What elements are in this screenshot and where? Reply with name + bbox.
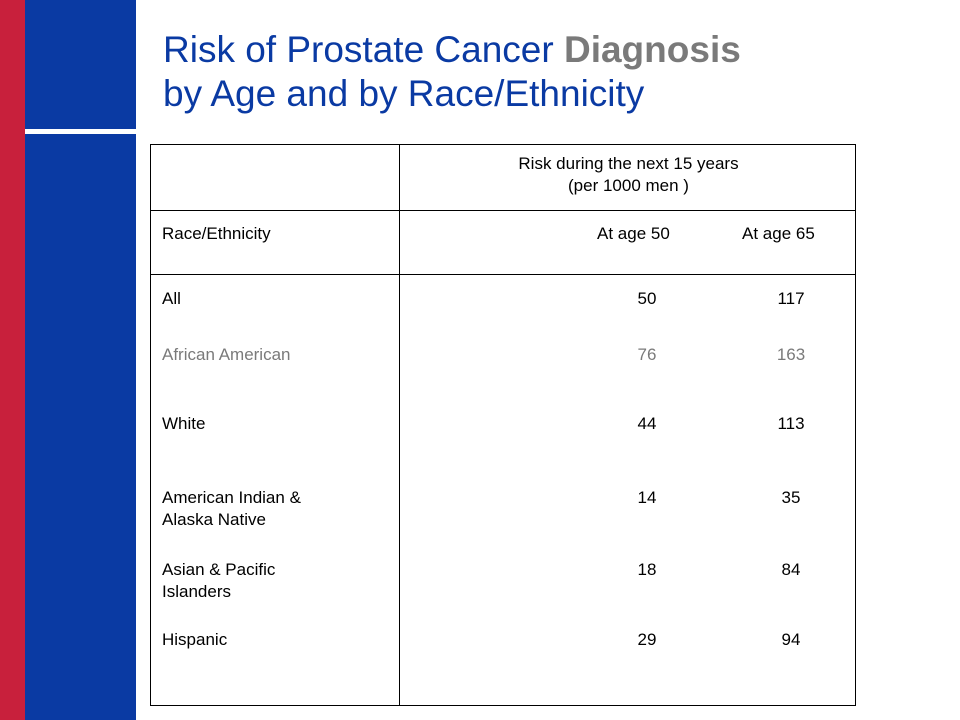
table-header-divider <box>151 210 855 211</box>
row-label-all: All <box>162 289 181 308</box>
value-african-american-age50: 76 <box>637 345 657 364</box>
value-american-indian-age65: 35 <box>781 488 801 507</box>
column-header-age65: At age 65 <box>742 224 815 243</box>
column-header-race: Race/Ethnicity <box>162 224 271 243</box>
red-side-bar <box>0 0 25 720</box>
row-label-asian-pacific-line2: Islanders <box>162 582 231 601</box>
row-label-hispanic: Hispanic <box>162 630 228 649</box>
risk-table: Risk during the next 15 years (per 1000 … <box>150 144 856 706</box>
title-line2: by Age and by Race/Ethnicity <box>163 73 645 114</box>
row-label-african-american: African American <box>162 345 291 364</box>
value-american-indian-age50: 14 <box>637 488 657 507</box>
row-label-american-indian-line2: Alaska Native <box>162 510 266 529</box>
row-label-asian-pacific-line1: Asian & Pacific <box>162 560 276 579</box>
row-label-white: White <box>162 414 206 433</box>
table-header-line1: Risk during the next 15 years <box>518 154 739 173</box>
column-header-age50: At age 50 <box>597 224 670 243</box>
table-header-line2: (per 1000 men ) <box>568 176 689 195</box>
table-colheader-divider <box>151 274 855 275</box>
white-accent-stripe <box>25 129 136 134</box>
table-group-header: Risk during the next 15 years (per 1000 … <box>400 153 857 197</box>
slide-title: Risk of Prostate Cancer Diagnosis by Age… <box>163 28 943 116</box>
title-line1-part1: Risk of Prostate Cancer <box>163 29 564 70</box>
value-hispanic-age50: 29 <box>637 630 657 649</box>
blue-side-bar <box>25 0 136 720</box>
value-asian-pacific-age65: 84 <box>781 560 801 579</box>
value-all-age50: 50 <box>637 289 657 308</box>
value-white-age65: 113 <box>777 414 805 433</box>
row-label-american-indian: American Indian & Alaska Native <box>162 487 392 531</box>
row-label-american-indian-line1: American Indian & <box>162 488 301 507</box>
title-line1-highlight: Diagnosis <box>563 29 741 70</box>
value-hispanic-age65: 94 <box>781 630 801 649</box>
value-asian-pacific-age50: 18 <box>637 560 657 579</box>
row-label-asian-pacific: Asian & Pacific Islanders <box>162 559 392 603</box>
table-column-divider <box>399 145 400 705</box>
value-white-age50: 44 <box>637 414 657 433</box>
value-all-age65: 117 <box>777 289 805 308</box>
value-african-american-age65: 163 <box>776 345 806 364</box>
